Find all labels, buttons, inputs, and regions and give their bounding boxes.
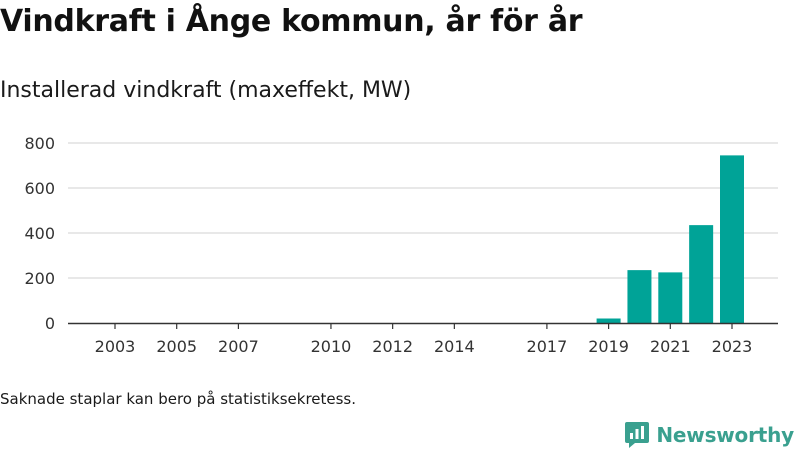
x-tick-label: 2021 bbox=[650, 337, 691, 356]
bar-2019 bbox=[596, 318, 621, 323]
bar-2021 bbox=[658, 272, 683, 323]
brand-logo[interactable]: Newsworthy bbox=[624, 420, 794, 450]
y-axis: 0 200 400 600 800 bbox=[24, 134, 55, 333]
x-tick-label: 2019 bbox=[588, 337, 629, 356]
bar-2022 bbox=[689, 225, 714, 323]
y-tick-label: 800 bbox=[24, 134, 55, 153]
y-tick-label: 0 bbox=[45, 314, 55, 333]
x-tick-label: 2003 bbox=[95, 337, 136, 356]
grid-lines bbox=[68, 142, 778, 279]
x-tick-label: 2023 bbox=[712, 337, 753, 356]
x-tick-label: 2014 bbox=[434, 337, 475, 356]
x-axis: 2003 2005 2007 2010 2012 2014 2017 2019 2021 2023 bbox=[68, 322, 778, 356]
x-tick-label: 2005 bbox=[156, 337, 197, 356]
bar-chart-speech-bubble-icon bbox=[625, 422, 650, 448]
bar-2023 bbox=[720, 155, 744, 323]
chart-title: Vindkraft i Ånge kommun, år för år bbox=[0, 4, 583, 39]
x-tick-label: 2010 bbox=[311, 337, 352, 356]
x-tick-label: 2007 bbox=[218, 337, 259, 356]
bar-2020 bbox=[627, 270, 652, 323]
y-tick-label: 600 bbox=[24, 179, 55, 198]
chart-subtitle: Installerad vindkraft (maxeffekt, MW) bbox=[0, 78, 412, 103]
y-tick-label: 200 bbox=[24, 269, 55, 288]
bar-series bbox=[596, 155, 744, 323]
x-tick-label: 2012 bbox=[372, 337, 413, 356]
footnote: Saknade staplar kan bero på statistiksek… bbox=[0, 390, 357, 408]
y-tick-label: 400 bbox=[24, 224, 55, 243]
x-tick-label: 2017 bbox=[527, 337, 568, 356]
brand-name: Newsworthy bbox=[656, 423, 794, 447]
